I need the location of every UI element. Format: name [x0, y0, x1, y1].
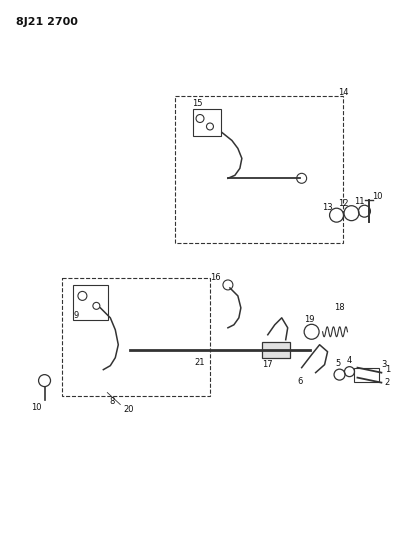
Text: 10: 10 [372, 192, 382, 201]
Text: 15: 15 [192, 99, 202, 108]
Text: 16: 16 [210, 273, 220, 282]
Bar [193, 109, 221, 136]
Text: 10: 10 [31, 403, 42, 412]
Text: 21: 21 [195, 358, 205, 367]
Text: 11: 11 [354, 197, 365, 206]
Text: 2: 2 [385, 378, 390, 387]
Text: 12: 12 [338, 199, 349, 208]
Text: 3: 3 [382, 360, 387, 369]
Text: 14: 14 [338, 88, 349, 97]
Text: 20: 20 [123, 405, 133, 414]
Bar [62, 278, 210, 395]
Bar [262, 342, 290, 358]
Bar [175, 95, 343, 243]
Text: 18: 18 [334, 303, 345, 312]
Bar [355, 368, 379, 382]
Text: 13: 13 [322, 203, 333, 212]
Text: 17: 17 [262, 360, 273, 369]
Text: 1: 1 [385, 365, 390, 374]
Text: 9: 9 [74, 311, 79, 320]
Text: 4: 4 [347, 356, 352, 365]
Text: 5: 5 [335, 359, 340, 368]
Text: 8: 8 [110, 397, 115, 406]
Bar [73, 285, 108, 320]
Text: 6: 6 [297, 377, 302, 386]
Text: 19: 19 [304, 316, 315, 324]
Text: 8J21 2700: 8J21 2700 [16, 17, 77, 27]
